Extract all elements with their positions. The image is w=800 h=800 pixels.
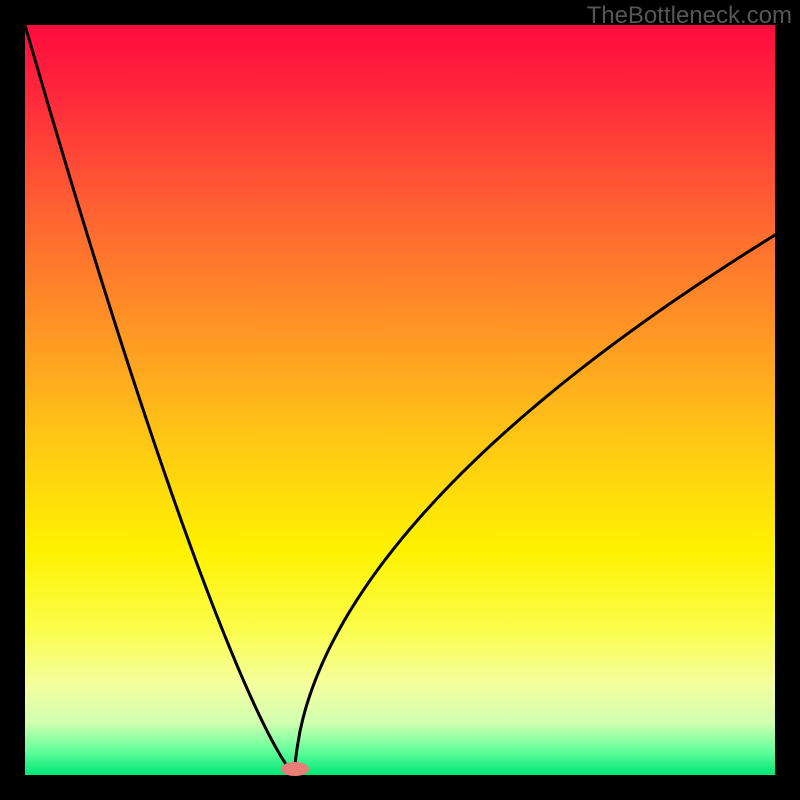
optimal-point-marker [281,762,309,776]
plot-background [25,25,775,775]
bottleneck-chart [0,0,800,800]
watermark-text: TheBottleneck.com [587,2,792,30]
chart-frame: TheBottleneck.com [0,0,800,800]
